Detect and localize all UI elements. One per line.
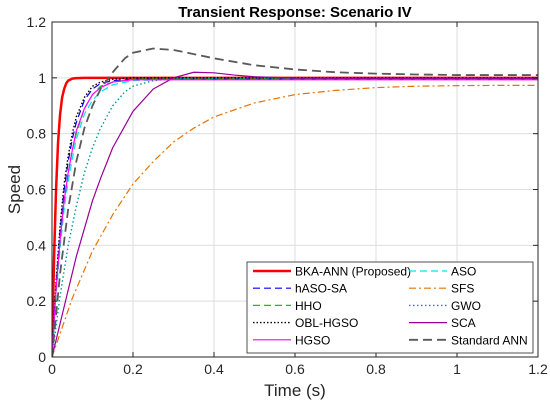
legend-entry-8: HGSO xyxy=(295,333,330,347)
legend-entry-7: SCA xyxy=(451,316,476,330)
x-tick-label: 1.2 xyxy=(528,361,548,377)
legend-entry-0: BKA-ANN (Proposed) xyxy=(295,265,411,279)
legend-box xyxy=(246,261,534,354)
y-tick-label: 0.4 xyxy=(27,237,47,253)
y-tick-label: 0.6 xyxy=(27,182,47,198)
legend-entry-3: SFS xyxy=(451,282,474,296)
legend-entry-1: ASO xyxy=(451,265,476,279)
series-layer xyxy=(52,47,538,357)
y-tick-label: 1.2 xyxy=(27,14,47,30)
x-axis-label: Time (s) xyxy=(264,381,326,400)
legend-entry-6: OBL-HGSO xyxy=(295,316,358,330)
x-tick-label: 0.8 xyxy=(366,361,386,377)
legend-entry-5: GWO xyxy=(451,299,481,313)
x-tick-label: 0 xyxy=(48,361,56,377)
x-tick-label: 1 xyxy=(453,361,461,377)
y-tick-label: 0 xyxy=(38,349,46,365)
chart-title: Transient Response: Scenario IV xyxy=(178,4,411,21)
legend-entry-4: HHO xyxy=(295,299,322,313)
series-line-7 xyxy=(52,71,538,357)
series-line-6 xyxy=(52,77,538,357)
legend-entry-9: Standard ANN xyxy=(451,333,528,347)
x-tick-label: 0.6 xyxy=(285,361,305,377)
series-line-3 xyxy=(52,84,538,357)
legend-entry-2: hASO-SA xyxy=(295,282,347,296)
y-tick-label: 1 xyxy=(38,70,46,86)
y-axis-label: Speed xyxy=(5,165,24,214)
series-line-8 xyxy=(52,79,538,357)
x-tick-label: 0.2 xyxy=(123,361,143,377)
y-tick-label: 0.8 xyxy=(27,126,47,142)
x-tick-label: 0.4 xyxy=(204,361,224,377)
series-line-9 xyxy=(52,47,538,357)
legend: BKA-ANN (Proposed) ASO hASO-SA SFS HHO GWO OBL… xyxy=(246,261,534,354)
y-tick-label: 0.2 xyxy=(27,293,47,309)
series-line-0 xyxy=(52,76,538,357)
ticks: 0 0.2 0.4 0.6 0.8 1 1.2 0 0.2 0.4 0.6 0.8 1 1.2 xyxy=(27,14,548,377)
